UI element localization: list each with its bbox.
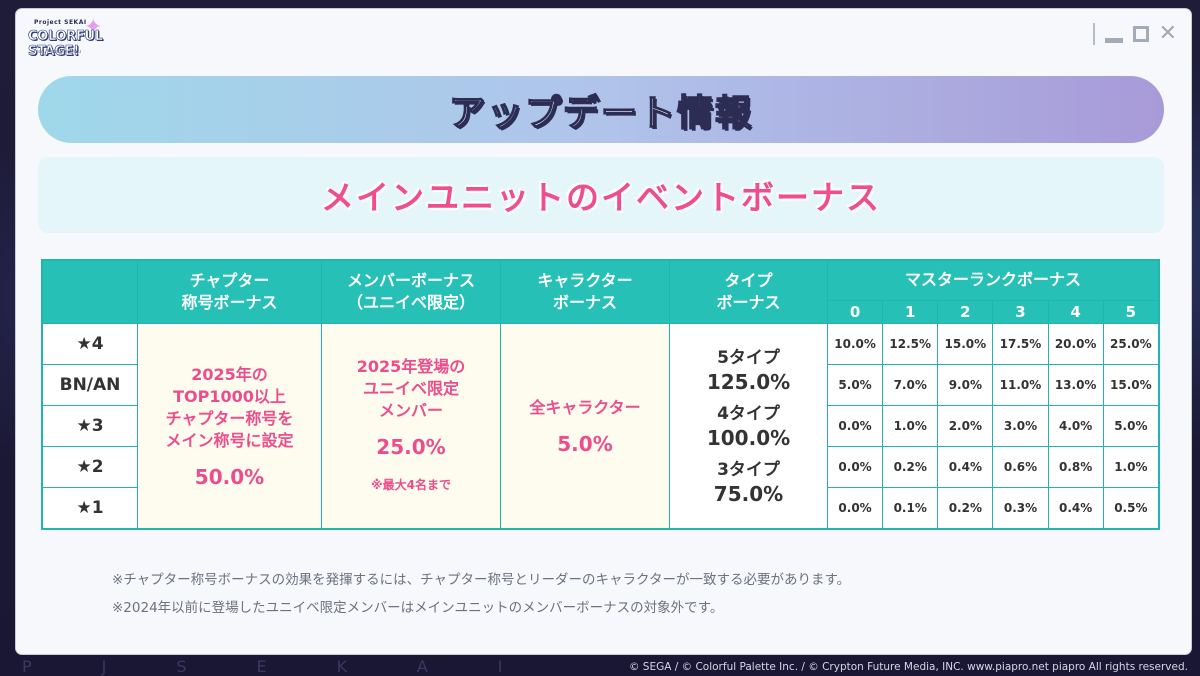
section-title: メインユニットのイベントボーナス xyxy=(321,178,881,217)
member-bonus-cell: 2025年登場の ユニイベ限定 メンバー 25.0% ※最大4名まで xyxy=(321,322,501,529)
footnote: ※チャプター称号ボーナスの効果を発揮するには、チャプター称号とリーダーのキャラク… xyxy=(112,572,851,588)
logo-sparkle-icon: ✦ xyxy=(84,15,103,40)
rank-header: 3 xyxy=(992,299,1049,324)
master-cell: 15.0% xyxy=(937,322,994,365)
type-bonus-cell: 5タイプ 125.0% 4タイプ 100.0% 3タイプ 75.0% xyxy=(669,322,828,529)
footnote: ※2024年以前に登場したユニイベ限定メンバーはメインユニットのメンバーボーナス… xyxy=(112,600,724,616)
member-bonus-note: ※最大4名まで xyxy=(370,477,452,492)
rank-header: 0 xyxy=(826,299,884,324)
master-cell: 0.1% xyxy=(882,486,939,529)
rarity-label: BN/AN xyxy=(41,363,138,406)
logo-small-text: Project SEKAI xyxy=(34,19,87,26)
master-cell: 0.8% xyxy=(1047,445,1104,488)
character-bonus-cell: 全キャラクター 5.0% xyxy=(500,322,670,529)
subheader-banner: メインユニットのイベントボーナス xyxy=(38,157,1164,233)
master-cell: 3.0% xyxy=(992,404,1049,447)
master-cell: 20.0% xyxy=(1047,322,1104,365)
master-cell: 7.0% xyxy=(882,363,939,406)
rank-header: 4 xyxy=(1047,299,1104,324)
chapter-bonus-cell: 2025年の TOP1000以上 チャプター称号を メイン称号に設定 50.0% xyxy=(137,322,322,529)
master-cell: 5.0% xyxy=(826,363,884,406)
master-cell: 0.5% xyxy=(1102,486,1160,529)
master-cell: 4.0% xyxy=(1047,404,1104,447)
master-cell: 5.0% xyxy=(1102,404,1160,447)
table-row: ★2 0.0% 0.2% 0.4% 0.6% 0.8% 1.0% xyxy=(41,445,1160,488)
master-cell: 0.6% xyxy=(992,445,1049,488)
master-cell: 0.4% xyxy=(1047,486,1104,529)
master-cell: 11.0% xyxy=(992,363,1049,406)
table-row: BN/AN 5.0% 7.0% 9.0% 11.0% 13.0% 15.0% xyxy=(41,363,1160,406)
master-cell: 1.0% xyxy=(882,404,939,447)
background-watermark: PJSEKAI xyxy=(22,657,573,676)
control-divider xyxy=(1092,23,1095,45)
close-icon[interactable]: ✕ xyxy=(1158,21,1177,46)
master-cell: 0.0% xyxy=(826,486,884,529)
chapter-bonus-value: 50.0% xyxy=(194,464,265,489)
copyright-text: © SEGA / © Colorful Palette Inc. / © Cry… xyxy=(628,661,1188,673)
master-cell: 0.2% xyxy=(937,486,994,529)
title-bar: Project SEKAI ✦ COLORFUL STAGE! feat. Ha… xyxy=(16,9,1191,59)
master-cell: 0.0% xyxy=(826,445,884,488)
chapter-header: チャプター 称号ボーナス xyxy=(137,259,322,324)
master-cell: 0.3% xyxy=(992,486,1049,529)
window-controls: ✕ xyxy=(1092,21,1177,46)
table-row: ★4 2025年の TOP1000以上 チャプター称号を メイン称号に設定 50… xyxy=(41,322,1160,529)
master-cell: 17.5% xyxy=(992,322,1049,365)
rank-header: 2 xyxy=(937,299,994,324)
type-header: タイプ ボーナス xyxy=(669,259,828,324)
minimize-icon[interactable] xyxy=(1104,37,1123,43)
master-cell: 2.0% xyxy=(937,404,994,447)
master-cell: 25.0% xyxy=(1102,322,1160,365)
master-cell: 0.0% xyxy=(826,404,884,447)
table-row: ★1 0.0% 0.1% 0.2% 0.3% 0.4% 0.5% xyxy=(41,486,1160,529)
master-rank-header: マスターランクボーナス xyxy=(827,259,1160,301)
corner-header xyxy=(41,259,138,324)
rarity-label: ★1 xyxy=(41,486,138,529)
rank-header: 1 xyxy=(882,299,939,324)
master-cell: 0.2% xyxy=(882,445,939,488)
rarity-label: ★2 xyxy=(41,445,138,488)
character-bonus-value: 5.0% xyxy=(557,431,613,456)
maximize-icon[interactable] xyxy=(1132,26,1149,42)
window: Project SEKAI ✦ COLORFUL STAGE! feat. Ha… xyxy=(16,9,1191,654)
master-cell: 1.0% xyxy=(1102,445,1160,488)
master-cell: 9.0% xyxy=(937,363,994,406)
master-cell: 0.4% xyxy=(937,445,994,488)
character-header: キャラクター ボーナス xyxy=(500,259,670,324)
master-cell: 13.0% xyxy=(1047,363,1104,406)
rarity-label: ★3 xyxy=(41,404,138,447)
game-logo: Project SEKAI ✦ COLORFUL STAGE! feat. Ha… xyxy=(24,15,142,61)
master-cell: 10.0% xyxy=(826,322,884,365)
logo-sub-text: feat. Hatsune Miku xyxy=(34,49,82,55)
master-cell: 15.0% xyxy=(1102,363,1160,406)
member-header: メンバーボーナス （ユニイベ限定） xyxy=(321,259,501,324)
logo-main-text: COLORFUL STAGE! xyxy=(28,29,104,60)
page-title: アップデート情報 xyxy=(448,92,753,135)
table-row: ★3 0.0% 1.0% 2.0% 3.0% 4.0% 5.0% xyxy=(41,404,1160,447)
rarity-label: ★4 xyxy=(41,322,138,365)
rank-header: 5 xyxy=(1102,299,1160,324)
bonus-table: チャプター 称号ボーナス メンバーボーナス （ユニイベ限定） キャラクター ボーナス … xyxy=(41,259,1160,530)
header-banner: アップデート情報 xyxy=(38,76,1164,143)
member-bonus-value: 25.0% xyxy=(376,434,446,459)
master-cell: 12.5% xyxy=(882,322,939,365)
